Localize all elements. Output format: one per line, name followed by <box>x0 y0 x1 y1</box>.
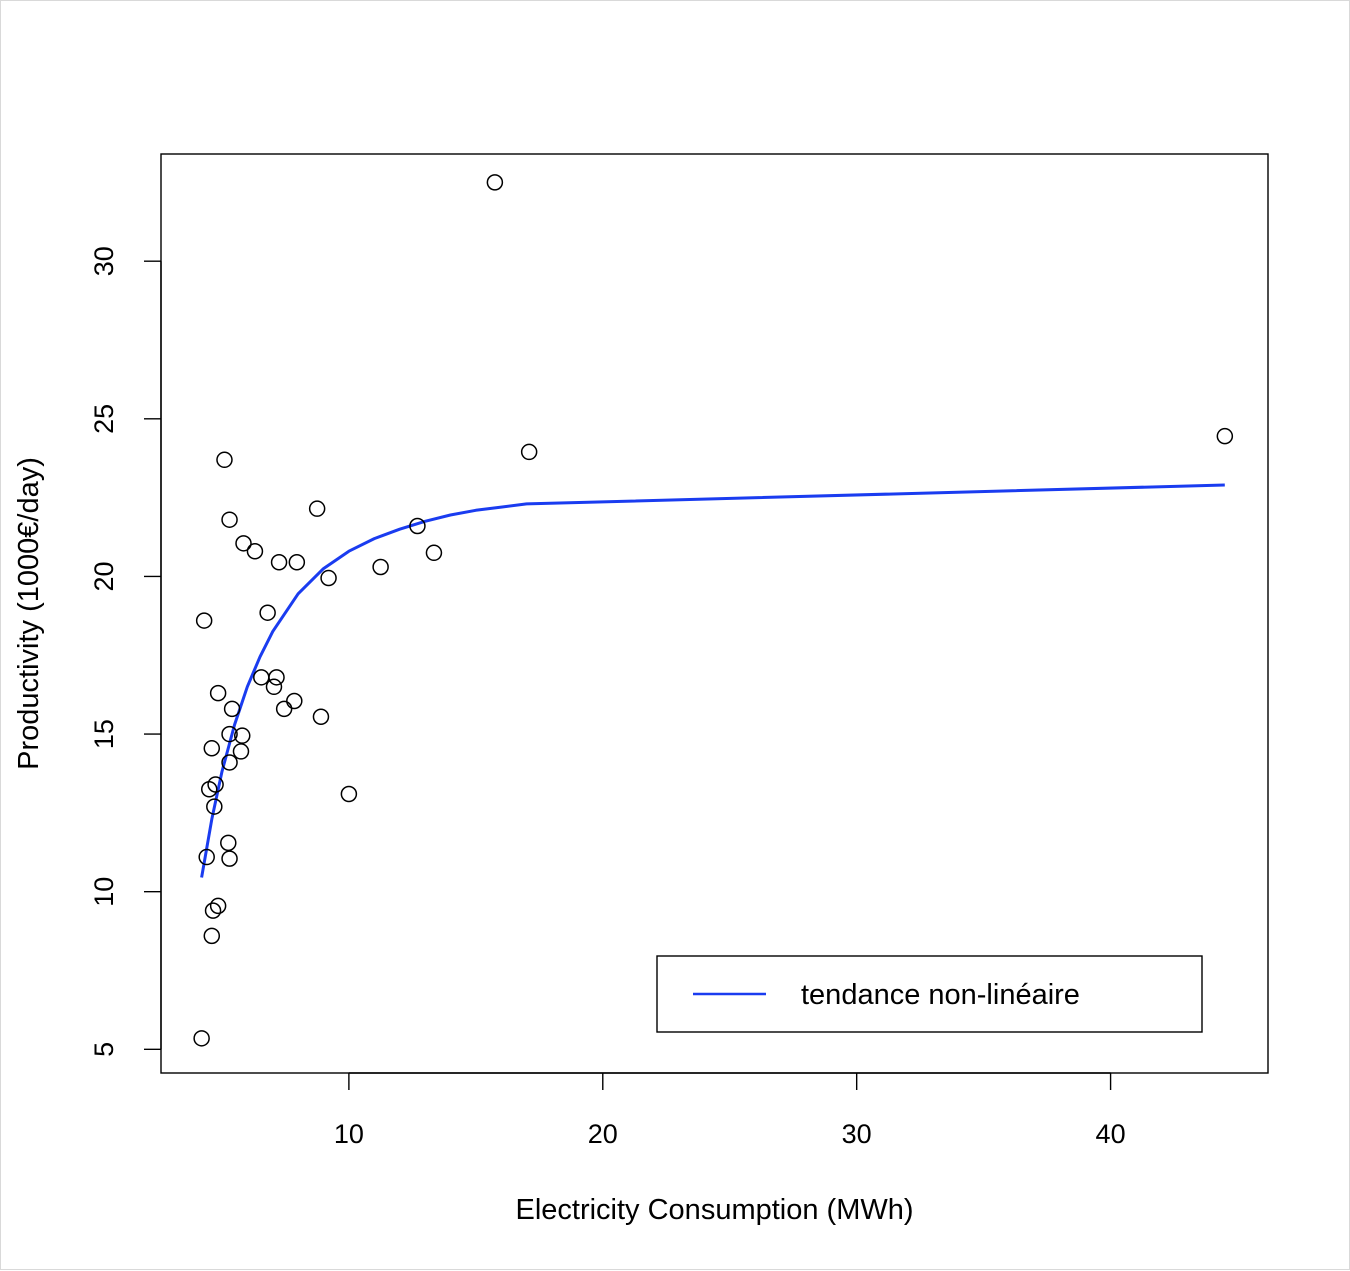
data-point <box>207 776 224 793</box>
trend-layer <box>200 483 1225 878</box>
data-point <box>235 535 252 552</box>
data-point <box>220 834 237 852</box>
data-point <box>221 850 238 867</box>
data-point <box>372 558 389 576</box>
data-point <box>221 725 238 743</box>
data-point <box>223 700 241 718</box>
data-point <box>253 669 270 686</box>
data-point <box>221 754 238 771</box>
x-tick-label: 20 <box>588 1119 618 1149</box>
data-point <box>268 669 285 686</box>
data-point <box>340 785 358 803</box>
x-tick-label: 10 <box>334 1119 364 1149</box>
y-tick-label: 25 <box>89 404 119 434</box>
data-point <box>270 554 288 571</box>
trend-line <box>200 483 1225 878</box>
data-point <box>198 848 215 866</box>
y-tick-label: 30 <box>89 246 119 276</box>
y-axis: 5 10 15 20 25 30 <box>89 246 162 1057</box>
data-point <box>486 174 504 191</box>
y-tick-label: 15 <box>89 719 119 749</box>
data-point <box>409 517 426 535</box>
data-point <box>209 897 227 915</box>
legend-label: tendance non-linéaire <box>801 979 1080 1011</box>
data-point <box>216 451 233 469</box>
data-point <box>204 902 222 919</box>
legend: tendance non-linéaire <box>656 955 1203 1033</box>
data-point <box>246 542 264 560</box>
points-layer <box>193 174 1234 1047</box>
data-point <box>265 678 283 696</box>
data-point <box>193 1030 210 1047</box>
y-tick-label: 5 <box>89 1042 119 1057</box>
data-point <box>203 927 221 945</box>
y-tick-label: 20 <box>89 561 119 591</box>
x-axis-title: Electricity Consumption (MWh) <box>515 1194 913 1226</box>
data-point <box>232 743 250 760</box>
x-axis: 10 20 30 40 <box>334 1072 1126 1149</box>
data-point <box>286 692 303 710</box>
plot-area <box>160 153 1269 1074</box>
data-point <box>312 708 330 725</box>
data-point <box>233 727 251 744</box>
data-point <box>275 700 293 718</box>
data-point <box>203 740 221 757</box>
data-point <box>288 554 306 571</box>
x-tick-label: 40 <box>1096 1119 1126 1149</box>
data-point <box>206 798 223 815</box>
data-point <box>425 544 443 562</box>
data-point <box>195 612 213 629</box>
data-point <box>221 511 238 528</box>
data-point <box>520 443 538 461</box>
x-tick-label: 30 <box>842 1119 872 1149</box>
data-point <box>209 684 227 702</box>
data-point <box>320 569 337 587</box>
data-point <box>1216 427 1234 445</box>
y-tick-label: 10 <box>89 877 119 907</box>
y-axis-title: Productivity (1000€/day) <box>13 457 45 770</box>
data-point <box>308 500 326 517</box>
data-point <box>259 604 276 621</box>
